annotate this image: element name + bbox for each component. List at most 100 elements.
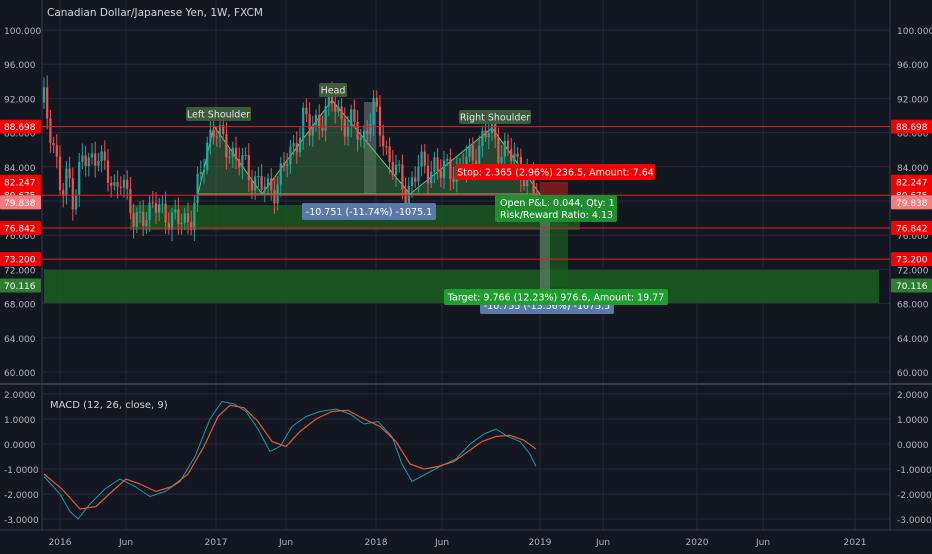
candle-body (116, 182, 119, 187)
stop-label: Stop: 2.365 (2.96%) 236.5, Amount: 7.64 (457, 168, 654, 179)
candle-body (241, 155, 244, 168)
left-macd-tick: -3.0000 (4, 516, 39, 526)
candle-body (388, 146, 391, 162)
time-tick: 2018 (365, 538, 388, 548)
time-tick: Jun (755, 538, 770, 548)
candle-body (154, 203, 158, 213)
candle-body (234, 147, 238, 160)
candle-body (359, 137, 362, 140)
level-label-bg (0, 278, 41, 293)
time-tick: Jun (278, 538, 293, 548)
right-price-tick: 84.000 (897, 164, 929, 174)
candle-body (113, 182, 116, 186)
candle-body (532, 172, 535, 195)
time-tick: Jun (595, 538, 610, 548)
candle-body (65, 168, 68, 196)
candle-body (218, 125, 222, 137)
candle-body (369, 124, 372, 135)
level-label: 76.842 (896, 225, 928, 235)
candle-body (71, 178, 74, 210)
level-label-bg (0, 221, 41, 236)
left-macd-tick: -2.0000 (4, 491, 39, 501)
candle-body (273, 190, 276, 204)
level-label-bg (0, 252, 41, 267)
candle-body (497, 138, 500, 164)
right-macd-tick: 1.0000 (897, 416, 929, 426)
candle-body (324, 106, 327, 131)
level-label: 79.838 (4, 199, 36, 209)
right-price-tick: 64.000 (897, 335, 929, 345)
candle-body (468, 145, 471, 157)
candle-body (279, 163, 282, 185)
candle-body (318, 114, 321, 128)
candle-body (430, 171, 433, 184)
candle-body (174, 209, 177, 213)
candle-body (465, 156, 468, 171)
candle-body (295, 143, 298, 153)
right-price-tick: 68.000 (897, 301, 929, 311)
candle-body (404, 189, 407, 205)
candle-body (330, 92, 334, 104)
level-label-bg (891, 278, 932, 293)
left-price-tick: 72.000 (4, 266, 36, 276)
candle-body (436, 157, 439, 172)
candle-body (311, 125, 314, 136)
open-pl-text: Open P&L: 0.044, Qty: 1 (500, 198, 615, 209)
candle-body (164, 203, 167, 223)
right-price-tick: 88.000 (897, 130, 929, 140)
candle-body (190, 222, 193, 230)
candle-body (247, 154, 250, 181)
candle-body (481, 130, 484, 146)
candle-body (145, 220, 148, 227)
candle-body (74, 194, 78, 210)
time-tick: 2016 (49, 538, 72, 548)
right-macd-tick: -2.0000 (897, 491, 932, 501)
left-macd-tick: 2.0000 (4, 391, 36, 401)
right-macd-tick: 2.0000 (897, 391, 929, 401)
candle-body (87, 157, 90, 167)
right-price-tick: 96.000 (897, 61, 929, 71)
candle-body (522, 180, 526, 186)
candle-body (372, 97, 375, 125)
measure-bar-2 (540, 206, 550, 291)
candle-body (90, 153, 94, 158)
candle-body (292, 143, 295, 147)
left-price-tick: 88.000 (4, 130, 36, 140)
right-shoulder-label: Right Shoulder (460, 113, 530, 124)
position-info-bg (495, 195, 617, 222)
candle-body (263, 186, 266, 191)
candle-body (398, 164, 401, 166)
level-label: 73.200 (4, 256, 36, 266)
candle-body (106, 160, 110, 183)
candle-body (340, 106, 343, 120)
level-label: 82.247 (4, 178, 36, 188)
candle-body (513, 153, 516, 162)
left-shoulder-label-bg (186, 107, 251, 121)
left-macd-tick: 1.0000 (4, 416, 36, 426)
right-shoulder-label-bg (459, 110, 531, 124)
candle-body (343, 119, 346, 137)
candle-body (151, 202, 154, 204)
candle-body (148, 202, 151, 221)
candle-body (382, 135, 385, 147)
candle-body (401, 164, 404, 190)
stop-label-bg (456, 164, 655, 180)
candle-body (414, 177, 417, 182)
candle-body (138, 211, 142, 213)
level-label-bg (891, 174, 932, 189)
candle-body (385, 146, 388, 148)
left-macd-tick: 0.0000 (4, 441, 36, 451)
candle-body (417, 166, 420, 182)
candle-body (289, 146, 292, 165)
candle-body (270, 178, 273, 191)
level-label: 88.698 (896, 123, 928, 133)
candle-body (420, 151, 423, 167)
candle-body (244, 154, 247, 156)
macd-title: MACD (12, 26, close, 9) (50, 400, 168, 411)
candle-body (62, 190, 65, 196)
candle-body (516, 153, 519, 157)
candle-body (471, 145, 474, 161)
candle-body (142, 211, 145, 227)
